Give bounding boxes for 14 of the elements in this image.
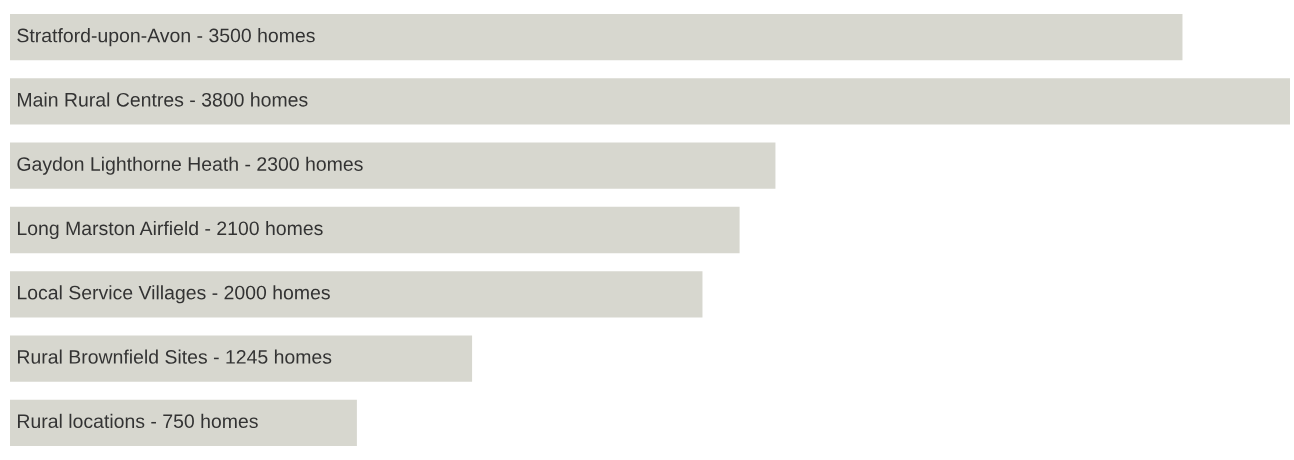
y-tick-label: Local Service Villages - 2000 homes (18, 285, 330, 304)
y-tick-label: Main Rural Centres - 3800 homes (18, 92, 308, 107)
y-tick-label: Long Marston Airfield - 2100 homes (18, 220, 323, 240)
bar (10, 78, 1290, 125)
y-tick-label: Gaydon Lighthorne Heath - 2300 homes (17, 156, 363, 175)
bar (10, 271, 703, 318)
bar (10, 206, 740, 254)
bar (10, 142, 776, 189)
y-tick-label: Stratford-upon-Avon - 3500 homes (17, 28, 315, 47)
y-tick-label: Rural Brownfield Sites - 1245 homes (18, 349, 332, 364)
bar (10, 335, 473, 382)
bar (10, 14, 1183, 61)
bar (10, 399, 357, 446)
y-tick-label: Rural locations - 750 homes (18, 413, 258, 429)
